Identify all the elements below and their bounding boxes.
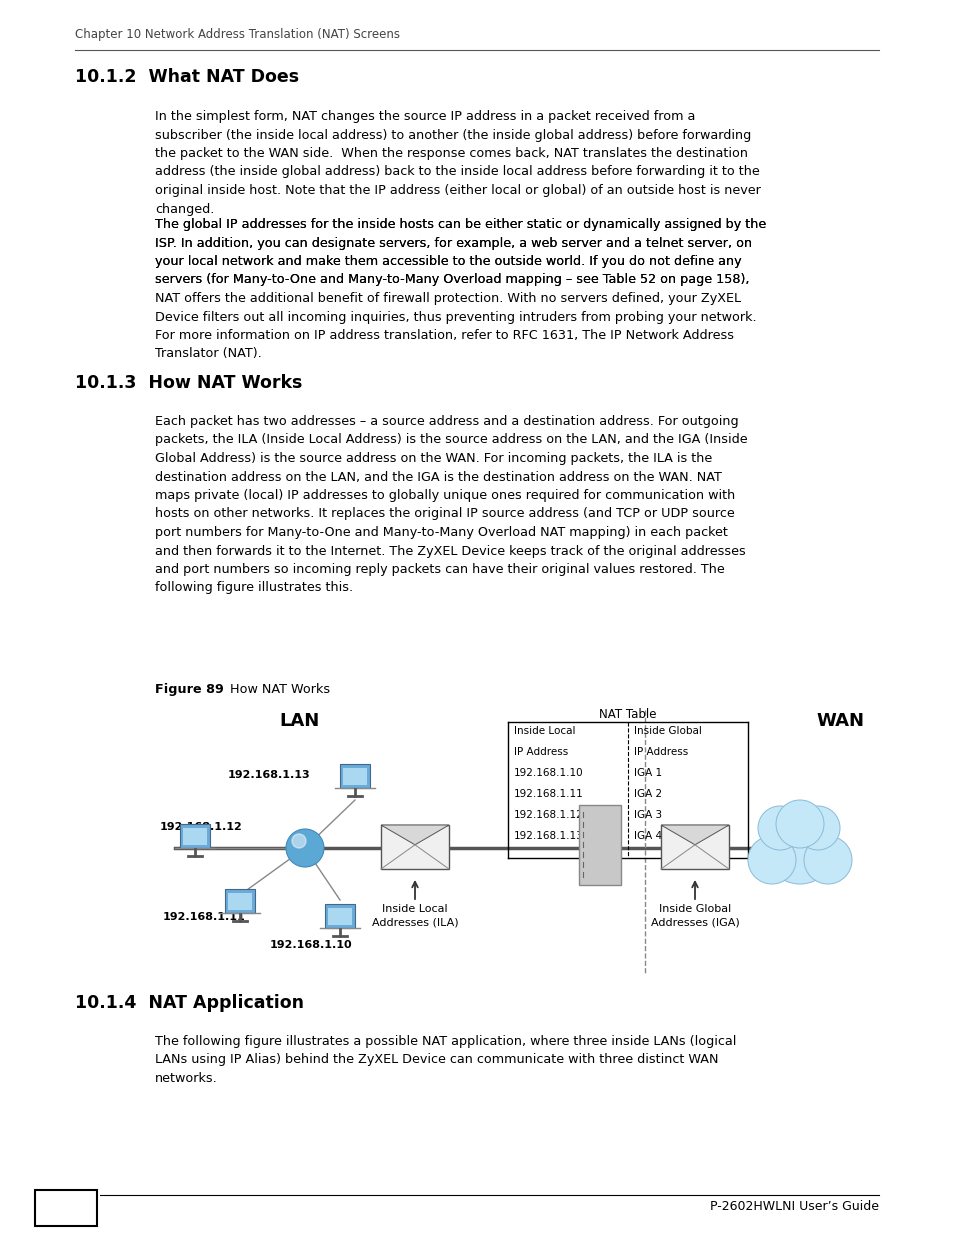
- Text: 192.168.1.10: 192.168.1.10: [382, 845, 447, 855]
- Text: The global IP addresses for the inside hosts can be either static or dynamically: The global IP addresses for the inside h…: [154, 219, 765, 361]
- Text: WAN: WAN: [815, 713, 863, 730]
- Text: IGA 4: IGA 4: [634, 831, 661, 841]
- Text: 192.168.1.13: 192.168.1.13: [514, 831, 583, 841]
- Text: 192.168.1.10: 192.168.1.10: [514, 768, 583, 778]
- FancyBboxPatch shape: [183, 827, 207, 845]
- Text: IGA 1: IGA 1: [634, 768, 661, 778]
- Text: How NAT Works: How NAT Works: [218, 683, 330, 697]
- FancyBboxPatch shape: [225, 889, 254, 913]
- FancyBboxPatch shape: [380, 825, 449, 869]
- Circle shape: [795, 806, 840, 850]
- FancyBboxPatch shape: [180, 824, 210, 848]
- Text: 192.168.1.12: 192.168.1.12: [514, 810, 583, 820]
- Text: P-2602HWLNI User’s Guide: P-2602HWLNI User’s Guide: [709, 1200, 878, 1213]
- Circle shape: [803, 836, 851, 884]
- Text: Internet: Internet: [769, 844, 829, 857]
- Text: 156: 156: [43, 1208, 89, 1228]
- Text: The global IP addresses for the inside hosts can be either static or dynamically: The global IP addresses for the inside h…: [154, 219, 765, 287]
- Circle shape: [758, 806, 801, 850]
- Text: IP Address: IP Address: [514, 747, 568, 757]
- Text: SA: SA: [406, 829, 423, 839]
- Text: Inside Local: Inside Local: [514, 726, 575, 736]
- Polygon shape: [380, 825, 449, 845]
- FancyBboxPatch shape: [325, 904, 355, 927]
- FancyBboxPatch shape: [339, 764, 370, 788]
- Text: IGA 3: IGA 3: [634, 810, 661, 820]
- Circle shape: [747, 836, 795, 884]
- Circle shape: [292, 834, 306, 848]
- Text: Inside Local
Addresses (ILA): Inside Local Addresses (ILA): [372, 904, 457, 927]
- Text: Inside Global
Addresses (IGA): Inside Global Addresses (IGA): [650, 904, 739, 927]
- Text: Figure 89: Figure 89: [154, 683, 224, 697]
- Text: 10.1.2  What NAT Does: 10.1.2 What NAT Does: [75, 68, 299, 86]
- Text: Each packet has two addresses – a source address and a destination address. For : Each packet has two addresses – a source…: [154, 415, 747, 594]
- Circle shape: [286, 829, 324, 867]
- Text: SA: SA: [686, 829, 702, 839]
- Text: LAN: LAN: [279, 713, 320, 730]
- FancyBboxPatch shape: [660, 825, 728, 869]
- Text: In the simplest form, NAT changes the source IP address in a packet received fro: In the simplest form, NAT changes the so…: [154, 110, 760, 215]
- Text: 192.168.1.11: 192.168.1.11: [514, 789, 583, 799]
- FancyBboxPatch shape: [578, 805, 620, 885]
- Circle shape: [775, 800, 823, 848]
- Text: 192.168.1.10: 192.168.1.10: [270, 940, 353, 950]
- Text: 192.168.1.12: 192.168.1.12: [160, 823, 242, 832]
- Text: Inside Global: Inside Global: [634, 726, 701, 736]
- Text: 10.1.3  How NAT Works: 10.1.3 How NAT Works: [75, 374, 302, 391]
- FancyBboxPatch shape: [35, 1191, 97, 1226]
- Text: 10.1.4  NAT Application: 10.1.4 NAT Application: [75, 994, 304, 1011]
- Text: The following figure illustrates a possible NAT application, where three inside : The following figure illustrates a possi…: [154, 1035, 736, 1086]
- Text: IP Address: IP Address: [634, 747, 687, 757]
- Text: IGA 1: IGA 1: [681, 845, 707, 855]
- FancyBboxPatch shape: [228, 893, 252, 910]
- Text: Chapter 10 Network Address Translation (NAT) Screens: Chapter 10 Network Address Translation (…: [75, 28, 399, 41]
- Text: 192.168.1.11: 192.168.1.11: [163, 911, 246, 923]
- Text: IGA 2: IGA 2: [634, 789, 661, 799]
- FancyBboxPatch shape: [328, 908, 352, 925]
- Text: NAT Table: NAT Table: [598, 708, 656, 721]
- Text: 192.168.1.13: 192.168.1.13: [228, 769, 311, 781]
- Circle shape: [763, 811, 835, 884]
- Polygon shape: [660, 825, 728, 845]
- FancyBboxPatch shape: [343, 768, 367, 785]
